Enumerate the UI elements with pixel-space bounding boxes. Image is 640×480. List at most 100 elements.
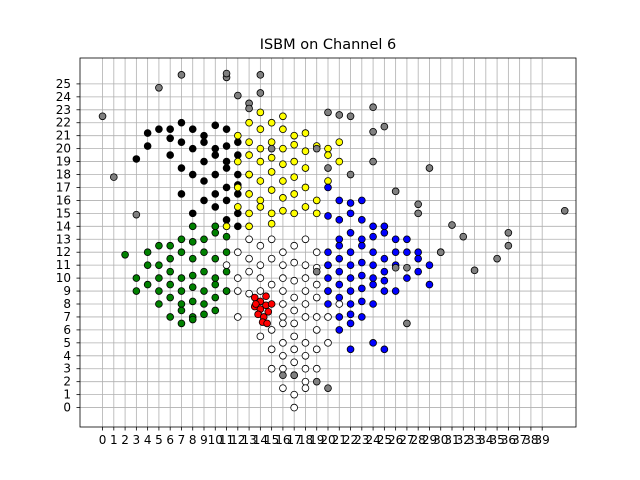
- y-tick-label: 10: [56, 271, 71, 285]
- scatter-point-series-2: [290, 319, 298, 328]
- scatter-point-series-6: [324, 164, 332, 172]
- scatter-point-series-3: [166, 254, 174, 263]
- scatter-point-series-1: [279, 177, 287, 185]
- scatter-point-series-1: [267, 186, 276, 194]
- scatter-point-series-0: [222, 164, 231, 172]
- scatter-point-series-2: [245, 235, 253, 244]
- scatter-point-series-4: [324, 212, 332, 220]
- scatter-point-series-3: [211, 254, 220, 263]
- scatter-point-series-4: [335, 235, 344, 244]
- scatter-point-series-3: [155, 241, 163, 250]
- scatter-point-series-2: [267, 326, 276, 334]
- x-tick-label: 17: [287, 433, 302, 447]
- scatter-point-series-4: [324, 300, 332, 308]
- scatter-point-series-3: [200, 248, 208, 257]
- scatter-point-series-2: [290, 403, 298, 412]
- scatter-point-series-5: [263, 319, 271, 328]
- scatter-point-series-4: [358, 235, 366, 244]
- scatter-point-series-1: [290, 157, 298, 166]
- scatter-point-series-3: [222, 267, 231, 276]
- scatter-point-series-1: [267, 209, 276, 218]
- scatter-point-series-0: [177, 164, 186, 172]
- grid: [80, 58, 576, 427]
- scatter-point-series-1: [290, 173, 298, 181]
- scatter-point-series-4: [324, 287, 332, 295]
- scatter-point-series-4: [403, 248, 411, 257]
- x-tick-label: 22: [343, 433, 358, 447]
- scatter-point-series-4: [414, 254, 422, 263]
- scatter-point-series-4: [369, 339, 377, 347]
- x-tick-label: 20: [320, 433, 335, 447]
- scatter-point-series-1: [279, 144, 287, 153]
- scatter-point-series-4: [380, 345, 389, 354]
- scatter-point-series-6: [312, 377, 321, 386]
- y-tick-label: 14: [56, 219, 71, 233]
- scatter-point-series-1: [324, 144, 332, 153]
- scatter-point-series-0: [132, 155, 141, 163]
- scatter-point-series-4: [403, 235, 411, 244]
- scatter-point-series-1: [245, 209, 253, 218]
- scatter-point-series-0: [234, 190, 242, 198]
- scatter-point-series-2: [256, 261, 265, 269]
- y-tick-label: 23: [56, 103, 71, 117]
- scatter-point-series-0: [211, 151, 220, 159]
- scatter-point-series-6: [369, 157, 377, 166]
- scatter-point-series-2: [267, 280, 276, 289]
- x-tick-label: 8: [189, 433, 197, 447]
- scatter-point-series-3: [211, 222, 220, 231]
- scatter-point-series-3: [200, 267, 208, 276]
- x-tick-label: 11: [219, 433, 234, 447]
- scatter-point-series-4: [324, 261, 332, 269]
- x-tick-label: 5: [155, 433, 163, 447]
- scatter-point-series-3: [166, 241, 174, 250]
- x-tick-label: 37: [512, 433, 527, 447]
- scatter-point-series-0: [200, 177, 208, 185]
- scatter-point-series-3: [143, 261, 152, 269]
- scatter-point-series-4: [358, 271, 366, 280]
- scatter-point-series-6: [346, 170, 355, 179]
- x-tick-label: 2: [121, 433, 129, 447]
- scatter-point-series-1: [267, 138, 276, 146]
- scatter-point-series-4: [391, 248, 400, 257]
- scatter-point-series-1: [301, 129, 310, 137]
- scatter-point-series-2: [234, 313, 242, 321]
- scatter-point-series-0: [234, 209, 242, 218]
- scatter-point-series-1: [256, 144, 265, 153]
- scatter-point-series-2: [256, 274, 265, 282]
- scatter-point-series-4: [346, 300, 355, 308]
- scatter-point-series-4: [358, 258, 366, 267]
- scatter-point-series-3: [143, 280, 152, 289]
- scatter-point-series-1: [256, 157, 265, 166]
- x-tick-label: 34: [478, 433, 493, 447]
- scatter-point-series-2: [290, 293, 298, 302]
- scatter-point-series-4: [335, 241, 344, 250]
- scatter-point-series-4: [391, 287, 400, 295]
- scatter-point-series-1: [256, 108, 265, 117]
- scatter-point-series-2: [290, 276, 298, 285]
- x-tick-label: 26: [388, 433, 403, 447]
- scatter-point-series-6: [256, 89, 265, 97]
- scatter-point-series-3: [211, 274, 220, 282]
- y-tick-label: 1: [63, 388, 71, 402]
- scatter-point-series-1: [324, 151, 332, 159]
- scatter-point-series-2: [301, 364, 310, 373]
- scatter-point-series-2: [301, 274, 310, 282]
- scatter-point-series-4: [380, 222, 389, 231]
- scatter-point-series-2: [279, 319, 287, 328]
- scatter-point-series-6: [234, 91, 242, 100]
- scatter-point-series-2: [279, 313, 287, 321]
- scatter-point-series-4: [369, 280, 377, 289]
- scatter-point-series-1: [279, 160, 287, 168]
- y-tick-label: 8: [63, 297, 71, 311]
- scatter-point-series-5: [267, 300, 276, 308]
- scatter-point-series-1: [301, 147, 310, 156]
- scatter-point-series-6: [369, 103, 377, 111]
- scatter-point-series-3: [143, 248, 152, 257]
- scatter-point-series-0: [188, 144, 197, 153]
- x-tick-label: 19: [309, 433, 324, 447]
- y-tick-label: 2: [63, 375, 71, 389]
- scatter-point-series-5: [264, 307, 273, 316]
- scatter-point-series-4: [346, 209, 355, 218]
- scatter-point-series-2: [324, 339, 332, 347]
- scatter-point-series-4: [369, 232, 377, 241]
